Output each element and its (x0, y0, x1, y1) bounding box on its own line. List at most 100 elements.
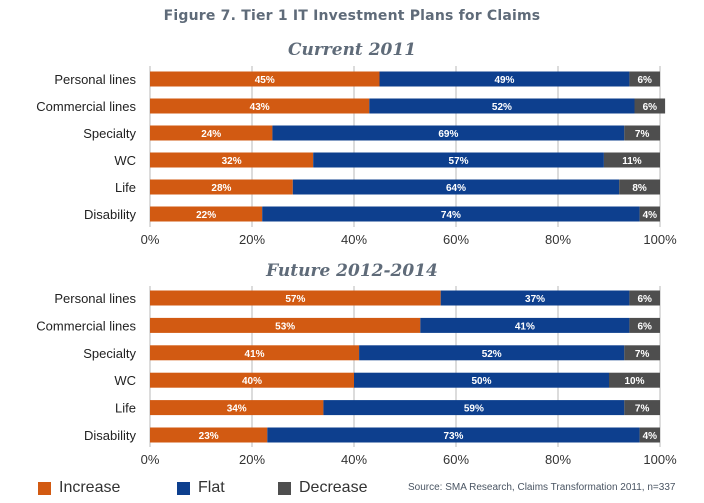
bar-increase-disability (150, 427, 268, 443)
data-label-decrease-specialty: 7% (635, 129, 650, 140)
bar-decrease-specialty (624, 345, 660, 361)
data-label-decrease-specialty: 7% (635, 349, 650, 360)
bar-decrease-personal-lines (629, 290, 660, 306)
data-label-flat-wc: 57% (449, 156, 469, 167)
bar-flat-life (323, 400, 625, 416)
category-label-disability: Disability (84, 207, 137, 222)
bar-increase-specialty (150, 345, 360, 361)
bar-flat-disability (262, 206, 640, 222)
bar-flat-commercial-lines (369, 98, 635, 114)
data-label-increase-specialty: 41% (245, 349, 265, 360)
bar-decrease-life (624, 400, 660, 416)
data-label-increase-wc: 40% (242, 376, 262, 387)
bar-increase-commercial-lines (150, 317, 421, 333)
bar-decrease-personal-lines (629, 71, 660, 87)
category-label-disability: Disability (84, 428, 137, 443)
legend-label-decrease: Decrease (299, 479, 368, 496)
legend-swatch-flat (177, 481, 190, 495)
data-label-decrease-wc: 10% (624, 376, 644, 387)
data-label-decrease-personal-lines: 6% (637, 75, 652, 86)
data-label-decrease-personal-lines: 6% (637, 294, 652, 305)
data-label-decrease-life: 7% (635, 404, 650, 415)
bar-flat-commercial-lines (420, 317, 630, 333)
bar-decrease-specialty (624, 125, 660, 141)
data-label-increase-life: 28% (211, 183, 231, 194)
data-label-increase-personal-lines: 45% (255, 75, 275, 86)
x-tick-label: 40% (341, 452, 367, 467)
bar-decrease-wc (609, 372, 660, 388)
legend-swatch-increase (38, 481, 51, 495)
bar-increase-wc (150, 372, 354, 388)
data-label-flat-personal-lines: 49% (494, 75, 514, 86)
category-label-personal-lines: Personal lines (54, 291, 136, 306)
bar-decrease-life (619, 179, 660, 195)
x-tick-label: 0% (141, 232, 160, 247)
category-label-life: Life (115, 401, 136, 416)
data-label-flat-disability: 74% (441, 210, 461, 221)
x-tick-label: 0% (141, 452, 160, 467)
x-tick-label: 100% (643, 452, 677, 467)
bar-decrease-commercial-lines (629, 317, 660, 333)
bar-flat-disability (267, 427, 640, 443)
data-label-flat-specialty: 69% (438, 129, 458, 140)
data-label-flat-life: 59% (464, 404, 484, 415)
category-label-specialty: Specialty (83, 126, 136, 141)
chart-title-current: Current 2011 (287, 40, 417, 60)
x-tick-label: 20% (239, 232, 265, 247)
legend-label-flat: Flat (198, 479, 225, 496)
bar-flat-personal-lines (379, 71, 630, 87)
data-label-increase-disability: 22% (196, 210, 216, 221)
x-tick-label: 60% (443, 452, 469, 467)
bar-flat-wc (313, 152, 604, 168)
bar-increase-personal-lines (150, 71, 380, 87)
bar-increase-personal-lines (150, 290, 441, 306)
category-label-commercial-lines: Commercial lines (36, 318, 136, 333)
x-tick-label: 40% (341, 232, 367, 247)
data-label-flat-personal-lines: 37% (525, 294, 545, 305)
legend-item-increase: Increase (38, 478, 120, 498)
x-tick-label: 20% (239, 452, 265, 467)
bar-increase-life (150, 400, 324, 416)
legend-label-increase: Increase (59, 479, 121, 496)
legend-item-flat: Flat (177, 478, 225, 498)
bar-increase-commercial-lines (150, 98, 370, 114)
data-label-decrease-life: 8% (632, 183, 647, 194)
data-label-increase-commercial-lines: 43% (250, 102, 270, 113)
legend-swatch-decrease (278, 481, 291, 495)
bar-flat-specialty (359, 345, 625, 361)
x-tick-label: 100% (643, 232, 677, 247)
bar-flat-life (292, 179, 620, 195)
data-label-flat-commercial-lines: 41% (515, 321, 535, 332)
data-label-increase-specialty: 24% (201, 129, 221, 140)
data-label-increase-personal-lines: 57% (285, 294, 305, 305)
bar-decrease-wc (603, 152, 660, 168)
figure-title: Figure 7. Tier 1 IT Investment Plans for… (163, 8, 541, 24)
data-label-flat-life: 64% (446, 183, 466, 194)
category-label-life: Life (115, 180, 136, 195)
x-tick-label: 80% (545, 452, 571, 467)
data-label-increase-disability: 23% (199, 431, 219, 442)
data-label-increase-life: 34% (227, 404, 247, 415)
bar-increase-wc (150, 152, 314, 168)
data-label-flat-specialty: 52% (482, 349, 502, 360)
category-label-personal-lines: Personal lines (54, 72, 136, 87)
source-note: Source: SMA Research, Claims Transformat… (408, 482, 676, 493)
x-tick-label: 80% (545, 232, 571, 247)
data-label-decrease-disability: 4% (643, 210, 658, 221)
bar-decrease-disability (639, 427, 660, 443)
data-label-decrease-wc: 11% (622, 156, 642, 167)
data-label-increase-wc: 32% (222, 156, 242, 167)
bar-increase-life (150, 179, 293, 195)
bar-flat-wc (354, 372, 609, 388)
bar-decrease-commercial-lines (634, 98, 666, 114)
category-label-specialty: Specialty (83, 346, 136, 361)
data-label-flat-disability: 73% (443, 431, 463, 442)
data-label-decrease-commercial-lines: 6% (637, 321, 652, 332)
category-label-wc: WC (114, 373, 136, 388)
bar-increase-specialty (150, 125, 273, 141)
legend-item-decrease: Decrease (278, 478, 367, 498)
bar-decrease-disability (639, 206, 660, 222)
